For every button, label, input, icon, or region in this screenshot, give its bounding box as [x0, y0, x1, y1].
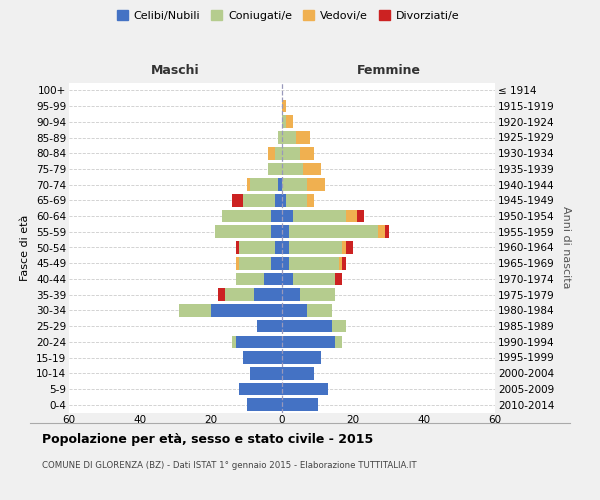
Text: Popolazione per età, sesso e stato civile - 2015: Popolazione per età, sesso e stato civil…	[42, 432, 373, 446]
Bar	[211, 304, 282, 316]
Bar	[236, 241, 239, 254]
Bar	[293, 210, 346, 222]
Bar	[356, 210, 364, 222]
Bar	[264, 272, 282, 285]
Bar	[282, 162, 304, 175]
Bar	[282, 382, 328, 395]
Bar	[335, 336, 343, 348]
Bar	[385, 226, 389, 238]
Bar	[282, 288, 300, 301]
Bar	[332, 320, 346, 332]
Bar	[236, 336, 282, 348]
Bar	[282, 194, 286, 206]
Bar	[232, 194, 243, 206]
Bar	[236, 272, 264, 285]
Bar	[346, 210, 356, 222]
Bar	[286, 194, 307, 206]
Bar	[282, 351, 321, 364]
Bar	[221, 210, 271, 222]
Bar	[271, 257, 282, 270]
Bar	[282, 147, 300, 160]
Bar	[236, 257, 239, 270]
Bar	[282, 367, 314, 380]
Bar	[232, 336, 236, 348]
Bar	[254, 288, 282, 301]
Bar	[282, 131, 296, 144]
Bar	[257, 320, 282, 332]
Bar	[218, 288, 225, 301]
Bar	[289, 257, 339, 270]
Bar	[282, 226, 289, 238]
Bar	[215, 226, 271, 238]
Bar	[343, 241, 346, 254]
Text: Femmine: Femmine	[356, 64, 421, 78]
Bar	[278, 178, 282, 191]
Bar	[247, 178, 250, 191]
Y-axis label: Fasce di età: Fasce di età	[20, 214, 31, 280]
Bar	[286, 116, 293, 128]
Bar	[293, 272, 335, 285]
Bar	[335, 272, 343, 285]
Bar	[271, 210, 282, 222]
Bar	[268, 162, 282, 175]
Bar	[339, 257, 343, 270]
Bar	[275, 194, 282, 206]
Bar	[239, 241, 275, 254]
Bar	[346, 241, 353, 254]
Bar	[243, 194, 275, 206]
Bar	[300, 147, 314, 160]
Bar	[250, 367, 282, 380]
Bar	[282, 116, 286, 128]
Bar	[378, 226, 385, 238]
Bar	[278, 131, 282, 144]
Bar	[300, 288, 335, 301]
Bar	[243, 351, 282, 364]
Bar	[282, 257, 289, 270]
Bar	[282, 178, 307, 191]
Bar	[268, 147, 275, 160]
Bar	[343, 257, 346, 270]
Bar	[282, 100, 286, 112]
Text: COMUNE DI GLORENZA (BZ) - Dati ISTAT 1° gennaio 2015 - Elaborazione TUTTITALIA.I: COMUNE DI GLORENZA (BZ) - Dati ISTAT 1° …	[42, 461, 416, 470]
Bar	[289, 226, 378, 238]
Bar	[282, 241, 289, 254]
Bar	[179, 304, 211, 316]
Bar	[282, 320, 332, 332]
Bar	[275, 147, 282, 160]
Bar	[282, 210, 293, 222]
Bar	[282, 398, 317, 411]
Bar	[225, 288, 254, 301]
Bar	[239, 382, 282, 395]
Bar	[307, 178, 325, 191]
Bar	[282, 272, 293, 285]
Bar	[307, 304, 332, 316]
Bar	[275, 241, 282, 254]
Legend: Celibi/Nubili, Coniugati/e, Vedovi/e, Divorziati/e: Celibi/Nubili, Coniugati/e, Vedovi/e, Di…	[112, 6, 464, 25]
Bar	[250, 178, 278, 191]
Bar	[247, 398, 282, 411]
Bar	[307, 194, 314, 206]
Bar	[282, 304, 307, 316]
Text: Maschi: Maschi	[151, 64, 200, 78]
Bar	[239, 257, 271, 270]
Bar	[304, 162, 321, 175]
Bar	[289, 241, 343, 254]
Bar	[282, 336, 335, 348]
Bar	[296, 131, 310, 144]
Bar	[271, 226, 282, 238]
Y-axis label: Anni di nascita: Anni di nascita	[561, 206, 571, 288]
